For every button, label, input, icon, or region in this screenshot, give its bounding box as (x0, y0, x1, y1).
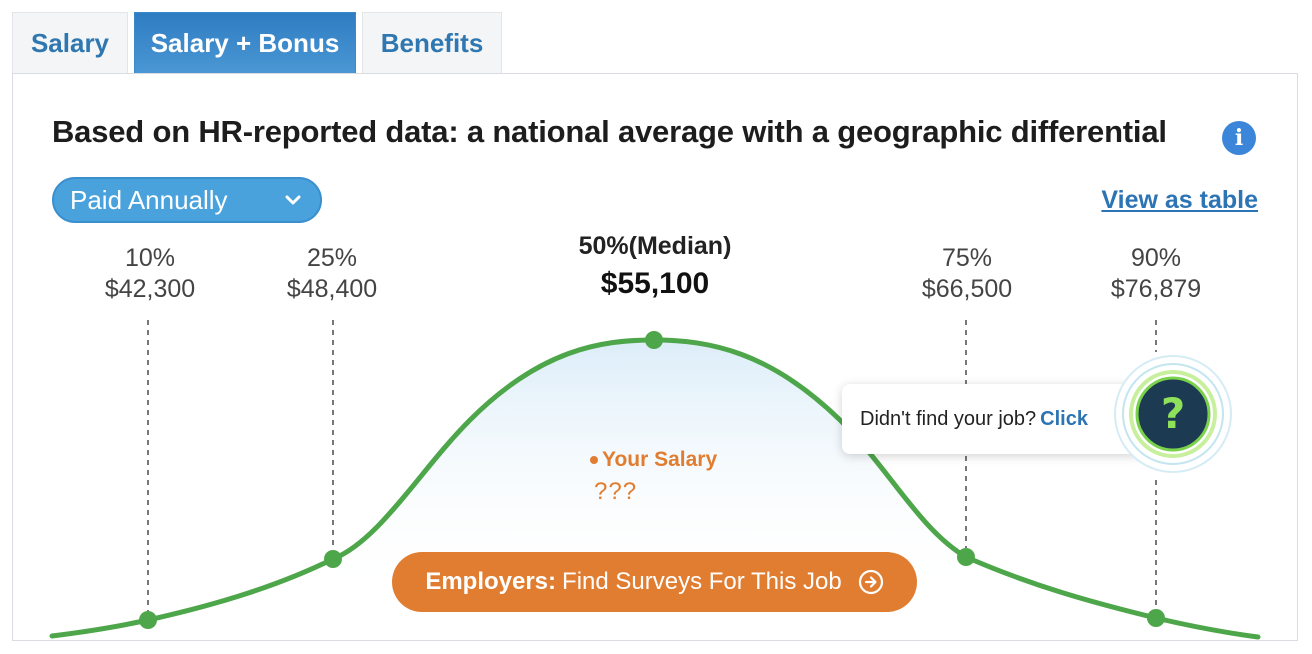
percentile-label: 90% (1130, 244, 1182, 272)
percentile-value: $66,500 (921, 275, 1013, 303)
your-salary-value: ??? (594, 478, 638, 505)
find-surveys-button[interactable]: Employers: Find Surveys For This Job (392, 552, 917, 612)
percentile-50-point (645, 331, 663, 349)
percentile-value: $42,300 (104, 275, 196, 303)
percentile-10: 10% $42,300 (70, 243, 230, 305)
chevron-down-icon (285, 195, 301, 205)
percentile-label: 50%(Median) (578, 232, 732, 260)
percentile-10-point (139, 611, 157, 629)
percentile-label: 25% (306, 244, 358, 272)
percentile-value: $55,100 (600, 267, 710, 300)
your-salary-text: Your Salary (602, 448, 718, 471)
curve-fill (333, 340, 966, 600)
percentile-90-point (1147, 609, 1165, 627)
percentile-75-point (957, 548, 975, 566)
panel-heading: Based on HR-reported data: a national av… (52, 114, 1167, 149)
tab-benefits[interactable]: Benefits (362, 12, 502, 73)
percentile-value: $76,879 (1110, 275, 1202, 303)
percentile-label: 10% (124, 244, 176, 272)
employers-bold-label: Employers: (425, 568, 557, 595)
percentile-25-point (324, 550, 342, 568)
percentile-75: 75% $66,500 (887, 243, 1047, 305)
callout-text: Didn't find your job? (860, 407, 1037, 430)
employers-button-text: Find Surveys For This Job (562, 568, 842, 595)
pay-period-value: Paid Annually (70, 184, 228, 215)
view-as-table-link[interactable]: View as table (1101, 186, 1258, 214)
help-question-icon[interactable]: ? (1113, 354, 1233, 474)
your-salary-label: Your Salary (590, 448, 717, 472)
svg-text:?: ? (1161, 389, 1185, 438)
percentile-90: 90% $76,879 (1076, 243, 1236, 305)
percentile-50: 50%(Median) $55,100 (555, 230, 755, 306)
job-not-found-callout: Didn't find your job? Click (842, 384, 1142, 454)
percentile-25: 25% $48,400 (252, 243, 412, 305)
callout-click-link[interactable]: Click (1040, 407, 1088, 430)
arrow-right-circle-icon (858, 569, 883, 595)
info-icon[interactable]: i (1222, 121, 1256, 155)
percentile-label: 75% (941, 244, 993, 272)
salary-dot-icon (590, 456, 598, 465)
percentile-value: $48,400 (286, 275, 378, 303)
tab-salary-bonus[interactable]: Salary + Bonus (134, 12, 356, 73)
tab-salary[interactable]: Salary (12, 12, 128, 73)
pay-period-select[interactable]: Paid Annually (52, 177, 322, 223)
tab-bar: Salary Salary + Bonus Benefits (12, 12, 502, 73)
